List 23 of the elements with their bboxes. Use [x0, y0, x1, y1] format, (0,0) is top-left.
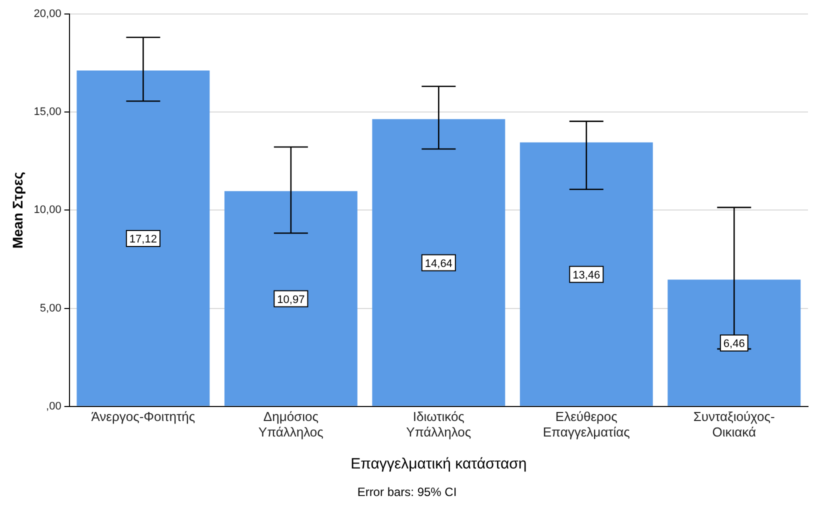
y-tick-label: 5,00 — [40, 302, 62, 314]
x-tick-label: Ελεύθερος Επαγγελματίας — [542, 408, 630, 440]
x-tick-label: Ιδιωτικός Υπάλληλος — [406, 408, 472, 440]
bar — [668, 280, 801, 406]
data-label: 10,97 — [277, 294, 305, 306]
bar — [224, 191, 358, 406]
data-label: 17,12 — [129, 233, 157, 246]
x-tick-label: Συνταξιούχος-Οικιακά — [693, 408, 775, 440]
bar — [520, 142, 653, 406]
data-label: 13,46 — [572, 269, 600, 282]
y-tick-label: 20,00 — [34, 8, 62, 20]
text: Error bars: 95% CI — [357, 485, 457, 500]
data-label: 6,46 — [723, 338, 745, 350]
y-tick-label: 15,00 — [34, 106, 62, 118]
x-tick-label: Άνεργος-Φοιτητής — [91, 408, 196, 424]
bar — [372, 119, 506, 406]
data-label: 14,64 — [424, 258, 452, 270]
bar — [76, 70, 210, 406]
y-tick-label: 10,00 — [34, 204, 62, 216]
x-tick-label: Δημόσιος Υπάλληλος — [258, 408, 324, 440]
y-axis-title: Mean Στρες — [9, 172, 26, 249]
x-axis-title: Επαγγελματική κατάσταση — [350, 456, 527, 473]
y-tick-label: ,00 — [46, 400, 62, 412]
